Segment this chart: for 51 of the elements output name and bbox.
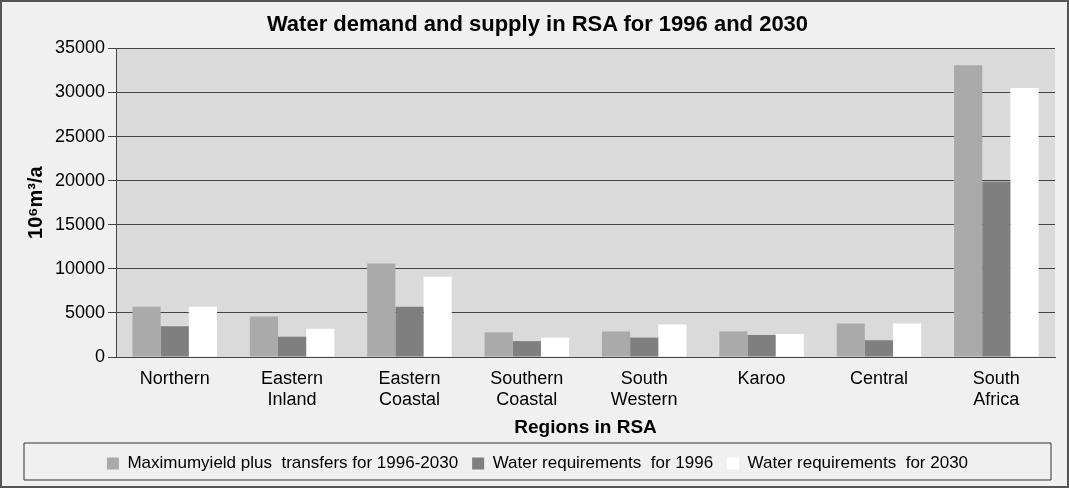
legend-label: Water requirements for 1996	[492, 453, 714, 473]
bar	[484, 332, 513, 357]
bar	[836, 323, 865, 357]
bar	[719, 331, 748, 357]
bar	[540, 337, 570, 357]
category-label: South	[972, 367, 1020, 388]
y-axis-title: 10⁶m³/a	[23, 165, 46, 239]
bar	[188, 306, 217, 357]
bar	[367, 263, 396, 357]
category-label: Karoo	[737, 367, 786, 388]
category-label: Southern	[490, 367, 564, 388]
bar	[775, 334, 804, 357]
bar	[512, 341, 541, 357]
bar	[395, 306, 424, 357]
bar	[160, 326, 189, 357]
y-tick-label: 5000	[65, 301, 106, 322]
bar	[864, 340, 894, 357]
category-label: Western	[610, 389, 678, 410]
bar	[982, 181, 1011, 357]
y-tick-label: 25000	[54, 125, 106, 146]
y-tick-label: 0	[95, 345, 106, 366]
category-label: Coastal	[378, 389, 440, 410]
bar	[747, 334, 776, 357]
legend-label: Maximumyield plus transfers for 1996-2030	[127, 453, 459, 473]
chart-title: Water demand and supply in RSA for 1996 and 2030	[266, 11, 809, 37]
bar	[1010, 88, 1039, 357]
category-label: Central	[849, 367, 908, 388]
category-label: Africa	[973, 389, 1020, 410]
category-label: Inland	[267, 389, 317, 410]
category-label: Eastern	[261, 367, 324, 388]
y-tick-label: 10000	[54, 257, 106, 278]
bar	[306, 328, 335, 357]
bar	[601, 331, 631, 357]
bar	[423, 276, 452, 357]
bar	[630, 337, 659, 357]
bar	[893, 323, 922, 357]
x-axis-title: Regions in RSA	[514, 415, 658, 437]
bar	[954, 65, 983, 357]
y-tick-label: 30000	[54, 81, 106, 102]
legend-label: Water requirements for 2030	[747, 453, 969, 473]
category-label: South	[620, 367, 668, 388]
category-label: Coastal	[496, 389, 558, 410]
category-label: Eastern	[378, 367, 441, 388]
bar	[658, 324, 687, 357]
bar	[132, 306, 161, 357]
bar	[278, 336, 307, 357]
y-tick-label: 20000	[54, 169, 106, 190]
bar	[249, 316, 279, 357]
y-tick-label: 15000	[54, 213, 106, 234]
category-label: Northern	[139, 367, 210, 388]
y-tick-label: 35000	[54, 37, 106, 58]
